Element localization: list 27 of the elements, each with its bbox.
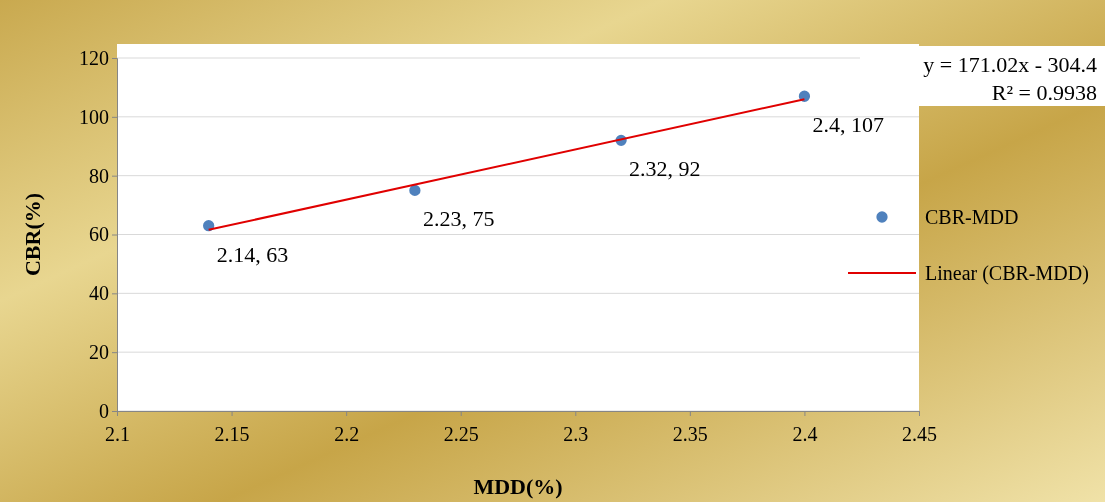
data-label: 2.32, 92 [629, 156, 701, 182]
point [409, 184, 421, 197]
data-label: 2.23, 75 [422, 206, 495, 232]
x-axis-title: MDD(%) [473, 474, 563, 499]
y-tick-label: 100 [79, 105, 109, 128]
data-label: 2.4, 107 [812, 112, 884, 138]
x-tick-label: 2.3 [563, 423, 589, 445]
legend-label: Linear (CBR-MDD) [925, 262, 1089, 285]
text: R² = 0.9938 [991, 80, 1097, 105]
x-tick-label: 2.2 [334, 423, 360, 445]
text: y = 171.02x - 304.4 [923, 52, 1097, 77]
y-axis-title: CBR(%) [20, 192, 45, 277]
y-tick-label: 60 [89, 223, 109, 246]
x-tick-label: 2.4 [792, 423, 818, 445]
x-tick-label: 2.25 [443, 423, 479, 445]
y-tick-label: 40 [89, 282, 109, 305]
data-label: 2.14, 63 [216, 241, 289, 267]
x-tick-label: 2.15 [214, 423, 250, 445]
y-tick-label: 80 [89, 164, 109, 187]
x-tick-label: 2.1 [105, 423, 130, 445]
legend-label: CBR-MDD [925, 206, 1019, 228]
x-tick-label: 2.45 [902, 423, 937, 445]
x-tick-label: 2.35 [672, 423, 708, 445]
y-tick-label: 0 [99, 399, 109, 422]
y-tick-label: 20 [89, 341, 109, 364]
point [798, 90, 811, 102]
y-tick-label: 120 [79, 46, 109, 69]
